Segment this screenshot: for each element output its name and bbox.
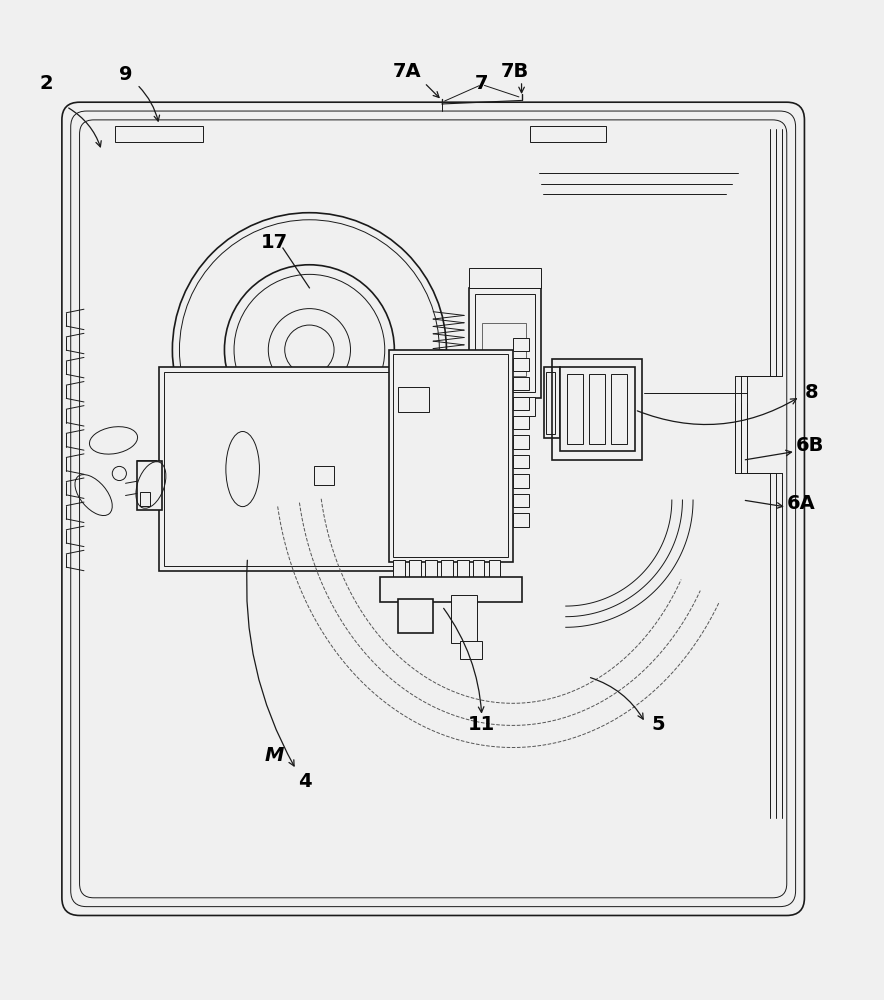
Bar: [513, 358, 529, 371]
Bar: [398, 599, 433, 633]
Bar: [513, 494, 529, 507]
Bar: [451, 595, 477, 643]
Bar: [513, 397, 529, 410]
Bar: [489, 560, 500, 580]
Text: 5: 5: [652, 715, 666, 734]
Bar: [513, 513, 529, 527]
Bar: [159, 367, 398, 571]
Bar: [513, 338, 529, 351]
Bar: [473, 560, 484, 580]
Text: 8: 8: [804, 383, 818, 402]
Ellipse shape: [225, 431, 260, 507]
Text: 7B: 7B: [500, 62, 529, 81]
Bar: [589, 374, 605, 444]
Bar: [482, 323, 526, 376]
Bar: [164, 372, 393, 566]
Bar: [513, 435, 529, 449]
Bar: [457, 560, 469, 580]
Bar: [475, 294, 535, 392]
FancyBboxPatch shape: [62, 102, 804, 915]
Bar: [513, 377, 529, 390]
Text: 6B: 6B: [796, 436, 824, 455]
Bar: [393, 560, 405, 580]
Bar: [611, 374, 627, 444]
Bar: [425, 560, 437, 580]
Bar: [409, 560, 421, 580]
Circle shape: [112, 466, 126, 481]
Bar: [560, 367, 635, 451]
Bar: [115, 126, 203, 142]
Text: 9: 9: [119, 65, 133, 84]
Bar: [546, 372, 555, 434]
Text: 6A: 6A: [787, 494, 816, 513]
Bar: [141, 479, 147, 484]
Bar: [567, 374, 583, 444]
Text: M: M: [264, 746, 284, 765]
Bar: [513, 474, 529, 488]
Bar: [398, 387, 429, 412]
Bar: [137, 461, 162, 510]
Bar: [380, 577, 522, 602]
Bar: [389, 350, 513, 562]
Text: 7A: 7A: [392, 62, 421, 81]
Bar: [473, 397, 535, 416]
Bar: [544, 367, 560, 438]
Bar: [441, 560, 453, 580]
Bar: [469, 268, 541, 288]
Bar: [469, 288, 541, 398]
Bar: [513, 416, 529, 429]
Bar: [460, 641, 482, 659]
Bar: [530, 126, 606, 142]
Bar: [140, 492, 150, 506]
Text: 4: 4: [298, 772, 312, 791]
Text: 17: 17: [261, 233, 288, 252]
Text: 11: 11: [469, 715, 495, 734]
Bar: [393, 354, 508, 557]
Bar: [137, 460, 156, 487]
Bar: [513, 455, 529, 468]
Text: 2: 2: [40, 74, 53, 93]
Text: 7: 7: [475, 74, 489, 93]
Bar: [552, 359, 642, 460]
Bar: [315, 466, 334, 485]
